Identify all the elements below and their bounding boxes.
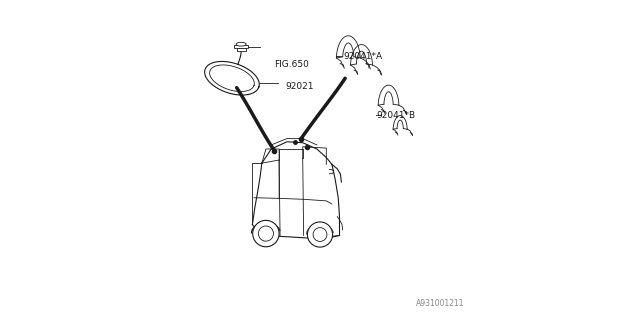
Ellipse shape [236,42,246,46]
Text: A931001211: A931001211 [416,299,465,308]
Text: FIG.650: FIG.650 [275,60,309,68]
Text: 92041*B: 92041*B [376,111,416,120]
Circle shape [253,220,279,247]
Circle shape [313,228,327,242]
Polygon shape [234,45,248,48]
Circle shape [259,226,273,241]
Circle shape [307,222,333,247]
Text: 92041*A: 92041*A [344,52,383,61]
Polygon shape [237,48,246,51]
Text: 92021: 92021 [285,82,314,91]
